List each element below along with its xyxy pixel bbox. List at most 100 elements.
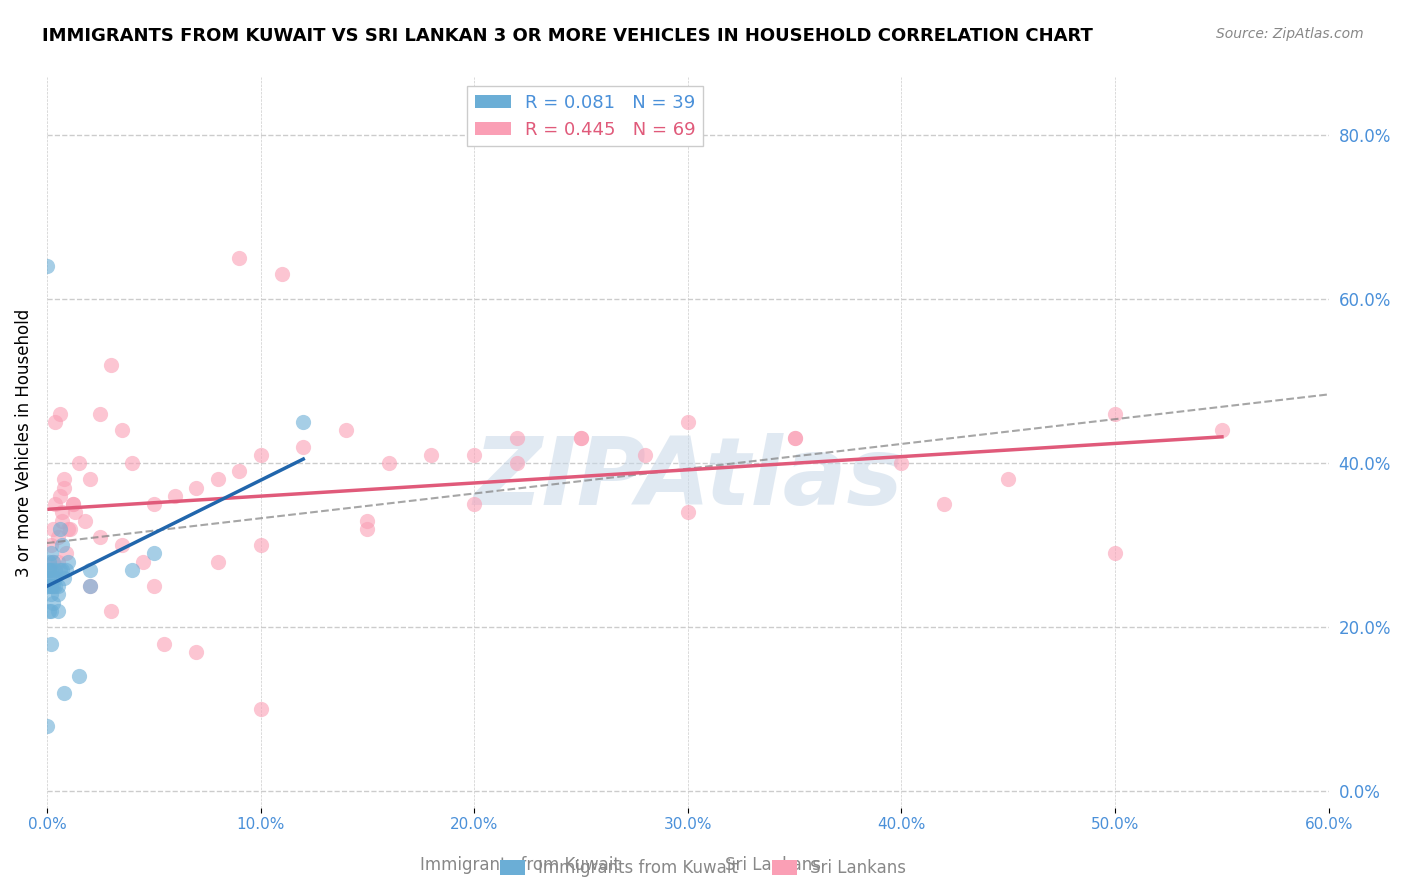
Point — [292, 415, 315, 429]
Point — [270, 268, 292, 282]
Point — [48, 489, 70, 503]
Point — [35, 259, 58, 273]
Point — [1104, 407, 1126, 421]
Point — [1211, 423, 1233, 437]
Point — [121, 456, 143, 470]
Point — [356, 514, 378, 528]
Point — [1104, 546, 1126, 560]
Point — [676, 415, 699, 429]
Point — [39, 587, 62, 601]
Point — [111, 538, 134, 552]
Point — [89, 407, 111, 421]
Point — [356, 522, 378, 536]
Point — [42, 571, 65, 585]
Text: ZIPAtlas: ZIPAtlas — [472, 434, 903, 525]
Point — [58, 555, 80, 569]
Point — [132, 555, 155, 569]
Point — [292, 440, 315, 454]
Point — [51, 514, 73, 528]
Point — [335, 423, 357, 437]
Point — [38, 604, 60, 618]
Text: Sri Lankans: Sri Lankans — [725, 856, 821, 874]
Text: IMMIGRANTS FROM KUWAIT VS SRI LANKAN 3 OR MORE VEHICLES IN HOUSEHOLD CORRELATION: IMMIGRANTS FROM KUWAIT VS SRI LANKAN 3 O… — [42, 27, 1092, 45]
Point — [249, 448, 271, 462]
Point — [44, 579, 66, 593]
Point — [89, 530, 111, 544]
Point — [38, 555, 60, 569]
Point — [48, 563, 70, 577]
Point — [63, 505, 86, 519]
Point — [377, 456, 399, 470]
Legend: R = 0.081   N = 39, R = 0.445   N = 69: R = 0.081 N = 39, R = 0.445 N = 69 — [467, 87, 703, 146]
Point — [39, 538, 62, 552]
Point — [39, 637, 62, 651]
Point — [934, 497, 956, 511]
Point — [79, 579, 101, 593]
Point — [38, 563, 60, 577]
Point — [186, 645, 208, 659]
Point — [51, 505, 73, 519]
Point — [142, 497, 165, 511]
Point — [67, 456, 90, 470]
Point — [58, 522, 80, 536]
Point — [46, 604, 69, 618]
Point — [42, 555, 65, 569]
Text: Source: ZipAtlas.com: Source: ZipAtlas.com — [1216, 27, 1364, 41]
Point — [51, 563, 73, 577]
Point — [676, 505, 699, 519]
Point — [46, 530, 69, 544]
Point — [463, 448, 485, 462]
Point — [39, 579, 62, 593]
Point — [38, 571, 60, 585]
Point — [39, 563, 62, 577]
Point — [228, 464, 250, 478]
Point — [67, 669, 90, 683]
Point — [53, 473, 76, 487]
Point — [186, 481, 208, 495]
Point — [55, 563, 77, 577]
Point — [121, 563, 143, 577]
Point — [38, 563, 60, 577]
Text: Immigrants from Kuwait: Immigrants from Kuwait — [420, 856, 620, 874]
Point — [249, 702, 271, 716]
Point — [55, 546, 77, 560]
Point — [38, 579, 60, 593]
Point — [39, 604, 62, 618]
Point — [79, 563, 101, 577]
Point — [44, 497, 66, 511]
Point — [53, 481, 76, 495]
Point — [46, 587, 69, 601]
Point — [79, 579, 101, 593]
Point — [44, 563, 66, 577]
Point — [783, 432, 806, 446]
Point — [569, 432, 592, 446]
Point — [506, 456, 529, 470]
Y-axis label: 3 or more Vehicles in Household: 3 or more Vehicles in Household — [15, 309, 32, 577]
Point — [38, 563, 60, 577]
Point — [142, 579, 165, 593]
Point — [634, 448, 657, 462]
Point — [420, 448, 443, 462]
Point — [207, 473, 229, 487]
Point — [62, 497, 84, 511]
Point — [783, 432, 806, 446]
Point — [48, 407, 70, 421]
Point — [111, 423, 134, 437]
Point — [51, 538, 73, 552]
Point — [46, 579, 69, 593]
Legend: Immigrants from Kuwait, Sri Lankans: Immigrants from Kuwait, Sri Lankans — [494, 853, 912, 884]
Point — [59, 522, 82, 536]
Point — [62, 497, 84, 511]
Point — [53, 686, 76, 700]
Point — [46, 555, 69, 569]
Point — [207, 555, 229, 569]
Point — [79, 473, 101, 487]
Point — [142, 546, 165, 560]
Point — [463, 497, 485, 511]
Point — [165, 489, 187, 503]
Point — [42, 522, 65, 536]
Point — [569, 432, 592, 446]
Point — [48, 522, 70, 536]
Point — [42, 555, 65, 569]
Point — [890, 456, 912, 470]
